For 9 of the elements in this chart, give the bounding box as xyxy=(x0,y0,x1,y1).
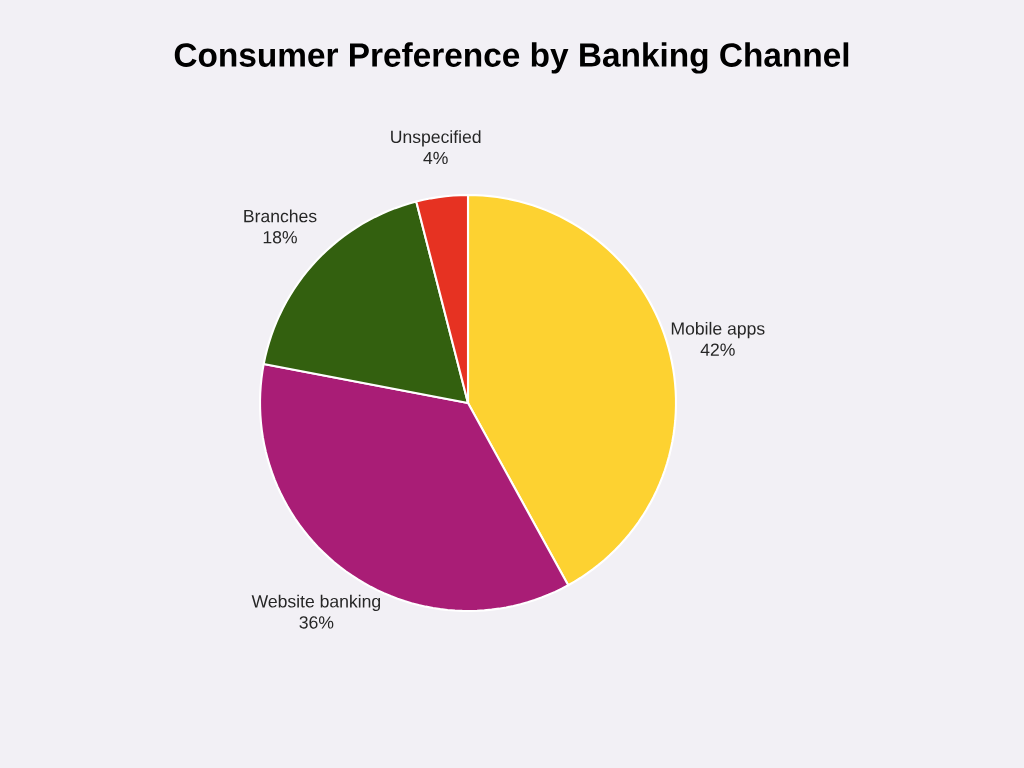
data-label: 18% xyxy=(263,230,297,244)
slice-label: Mobile apps xyxy=(671,321,765,339)
slice-label: Branches xyxy=(244,209,317,223)
chart-title: Consumer Preference by Banking Channel xyxy=(174,42,849,74)
slice-label: Unspecified xyxy=(391,130,481,147)
data-label: 4% xyxy=(423,151,448,165)
slice-label: Website banking xyxy=(251,594,381,612)
data-label: 42% xyxy=(700,343,735,356)
data-label: 36% xyxy=(299,616,334,629)
